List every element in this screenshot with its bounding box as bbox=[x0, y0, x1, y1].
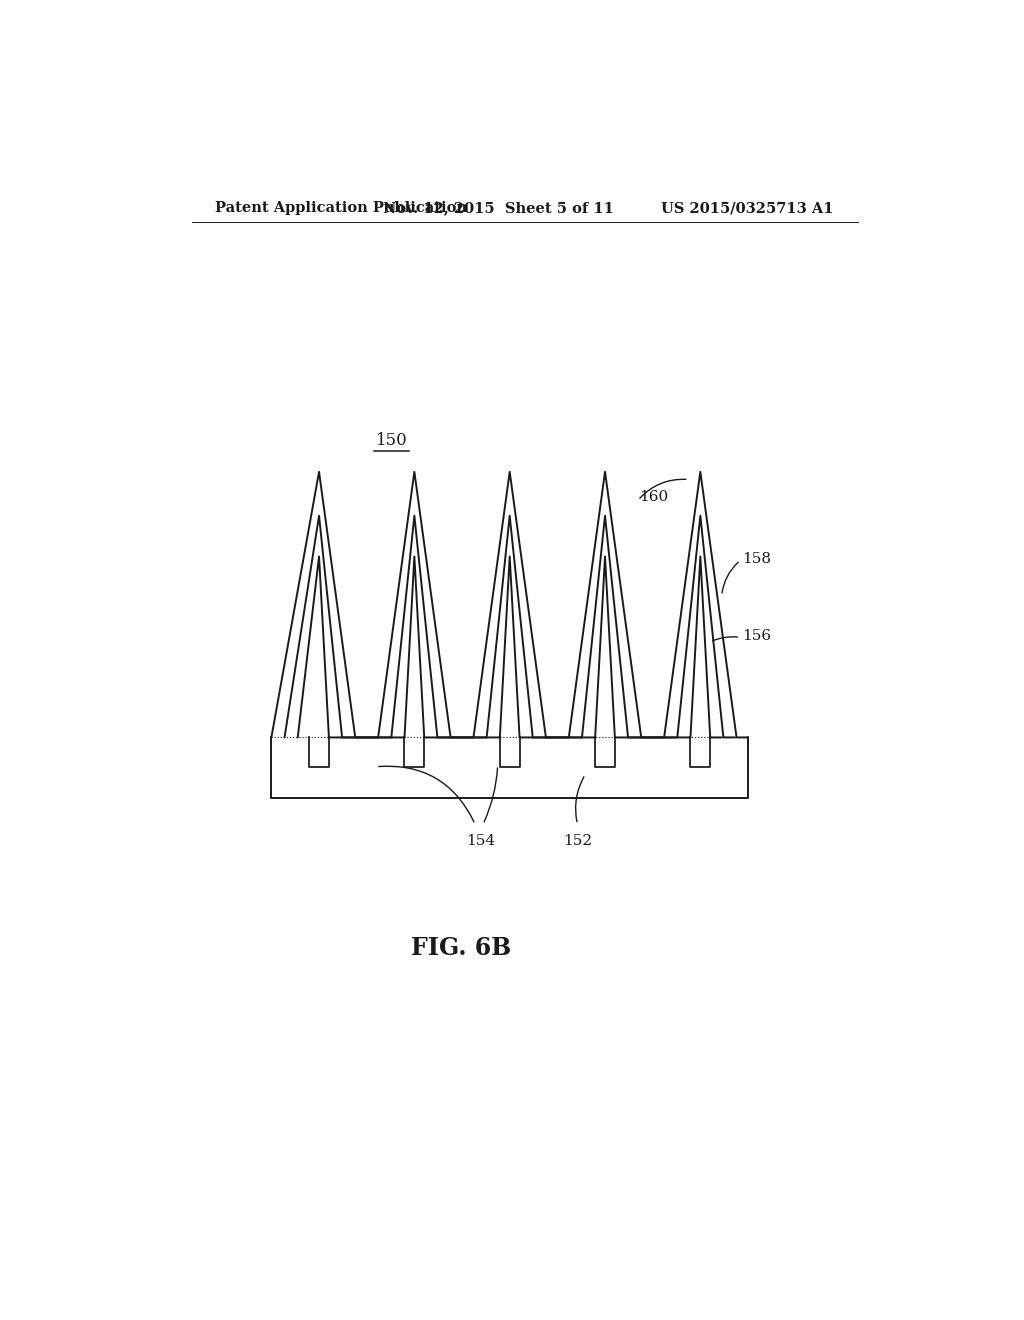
Text: 160: 160 bbox=[640, 490, 669, 504]
Text: Nov. 12, 2015  Sheet 5 of 11: Nov. 12, 2015 Sheet 5 of 11 bbox=[383, 202, 613, 215]
Text: FIG. 6B: FIG. 6B bbox=[412, 936, 511, 960]
Text: US 2015/0325713 A1: US 2015/0325713 A1 bbox=[660, 202, 834, 215]
Text: 158: 158 bbox=[741, 552, 771, 566]
Text: 150: 150 bbox=[376, 433, 408, 449]
Text: 154: 154 bbox=[466, 834, 496, 849]
Text: 156: 156 bbox=[741, 628, 771, 643]
Text: 152: 152 bbox=[563, 834, 592, 849]
Text: Patent Application Publication: Patent Application Publication bbox=[215, 202, 467, 215]
